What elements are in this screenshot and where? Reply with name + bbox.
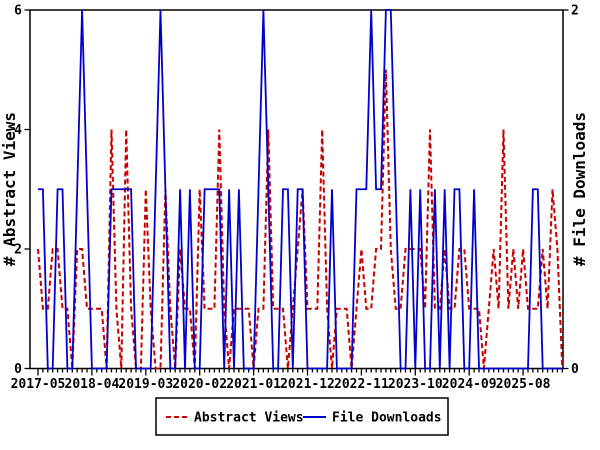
- x-axis-tick-labels: 2017-05 2018-04 2019-03 2020-02 2021-01 2021-…: [11, 377, 551, 392]
- left-y-tick-label: 4: [14, 123, 22, 138]
- abstract-views-legend-label: Abstract Views: [194, 411, 304, 426]
- legend-box: [155, 397, 449, 436]
- x-tick-label: 2021-12: [280, 377, 335, 392]
- x-tick-label: 2018-04: [65, 377, 120, 392]
- x-tick-label: 2025-08: [496, 377, 551, 392]
- right-y-tick-label: 0: [571, 362, 579, 377]
- left-y-tick-label: 0: [14, 362, 22, 377]
- x-tick-label: 2022-11: [334, 377, 389, 392]
- legend: Abstract Views File Downloads: [155, 397, 449, 436]
- left-y-axis-tick-labels: 0 2 4 6: [14, 4, 22, 378]
- left-y-tick-label: 2: [14, 243, 22, 258]
- x-tick-label: 2021-01: [226, 377, 281, 392]
- right-y-tick-label: 2: [571, 4, 579, 19]
- left-axis-title: # Abstract Views: [0, 112, 19, 266]
- x-tick-label: 2020-02: [172, 377, 227, 392]
- right-y-axis-ticks: [563, 9, 569, 370]
- abstract-views-line: [37, 69, 564, 370]
- x-tick-label: 2019-03: [118, 377, 173, 392]
- right-axis-title: # File Downloads: [570, 112, 589, 266]
- plot-border: [29, 9, 564, 370]
- right-y-axis-tick-labels: 02: [571, 4, 579, 378]
- x-axis-ticks: [37, 368, 563, 376]
- file-downloads-line: [38, 9, 563, 370]
- x-tick-label: 2017-05: [11, 377, 66, 392]
- left-y-axis-ticks: [24, 9, 30, 370]
- file-downloads-legend-label: File Downloads: [332, 411, 442, 426]
- left-y-tick-label: 6: [14, 4, 22, 19]
- x-tick-label: 2023-10: [388, 377, 443, 392]
- x-tick-label: 2024-09: [442, 377, 497, 392]
